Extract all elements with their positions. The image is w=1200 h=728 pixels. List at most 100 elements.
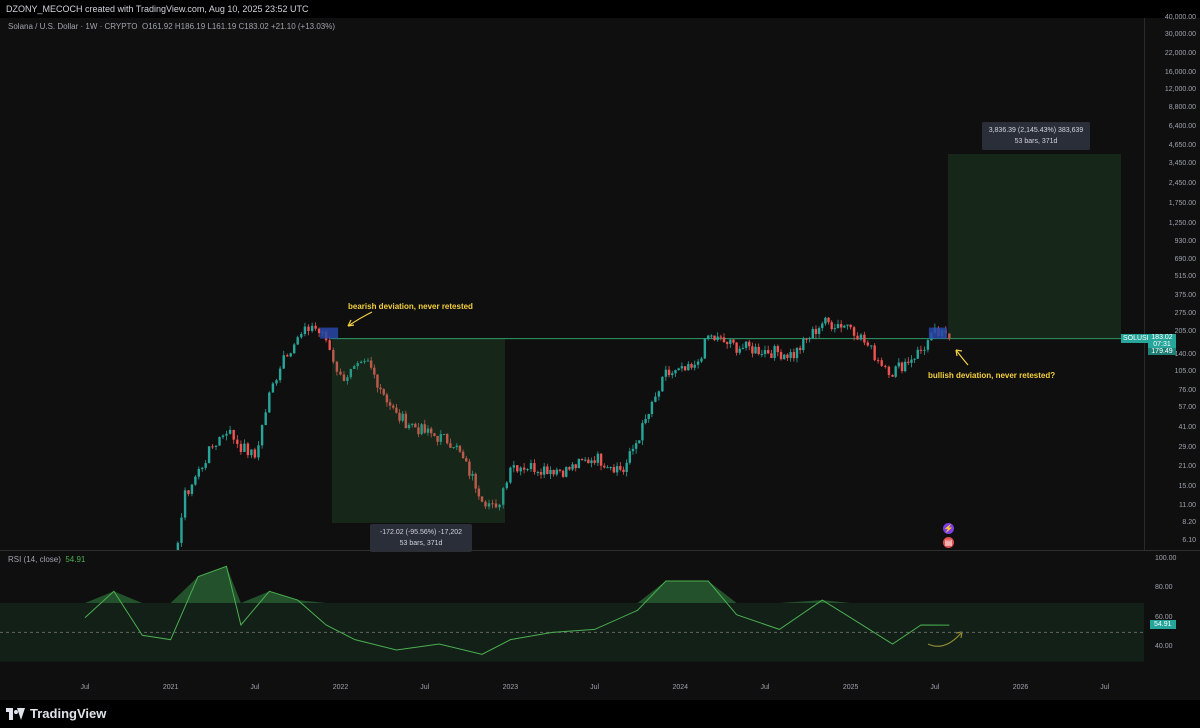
candle-body bbox=[690, 364, 693, 368]
candle-body bbox=[253, 449, 257, 458]
candle-body bbox=[332, 349, 335, 362]
bullish-arrowhead bbox=[955, 349, 963, 357]
candle-body bbox=[786, 354, 789, 358]
candle-body bbox=[619, 466, 622, 470]
lightning-icon[interactable]: ⚡ bbox=[943, 523, 954, 534]
candle-body bbox=[420, 424, 423, 435]
candle-body bbox=[634, 443, 638, 449]
flag-icon[interactable]: ▤ bbox=[943, 537, 954, 548]
rsi-tick: 80.00 bbox=[1155, 584, 1173, 592]
candle-body bbox=[555, 469, 558, 475]
candle-body bbox=[246, 443, 250, 456]
measure-up-label: 3,836.39 (2,145.43%) 383,639 53 bars, 37… bbox=[982, 122, 1090, 150]
candle-body bbox=[839, 324, 843, 328]
candle-body bbox=[342, 374, 346, 381]
candle-body bbox=[423, 424, 426, 433]
price-tick: 8,800.00 bbox=[1168, 104, 1196, 112]
ohlc-values: O161.92 H186.19 L161.19 C183.02 +21.10 (… bbox=[141, 22, 336, 31]
candle-body bbox=[671, 373, 674, 376]
candle-body bbox=[536, 471, 540, 473]
candle-body bbox=[870, 345, 873, 347]
price-tick: 1,250.00 bbox=[1168, 220, 1196, 228]
candle-body bbox=[808, 338, 811, 340]
candle-body bbox=[410, 423, 414, 425]
candle-body bbox=[587, 459, 590, 464]
candle-body bbox=[471, 473, 474, 476]
candle-body bbox=[657, 391, 661, 397]
candlestick-chart[interactable] bbox=[0, 18, 1144, 550]
candle-body bbox=[647, 414, 650, 419]
tradingview-logo[interactable]: TradingView bbox=[6, 706, 106, 721]
candle-body bbox=[533, 463, 536, 473]
candle-body bbox=[751, 346, 754, 354]
rsi-line bbox=[84, 565, 950, 655]
candle-body bbox=[401, 413, 404, 421]
candle-body bbox=[369, 360, 373, 368]
footer-bar bbox=[0, 700, 1200, 728]
candle-body bbox=[414, 423, 417, 428]
candle-body bbox=[183, 490, 187, 518]
candle-body bbox=[278, 368, 282, 381]
candle-body bbox=[519, 467, 522, 472]
candle-body bbox=[622, 469, 625, 472]
price-tick: 12,000.00 bbox=[1164, 85, 1196, 93]
candle-body bbox=[802, 338, 805, 351]
candle-body bbox=[789, 352, 792, 358]
candle-body bbox=[897, 362, 901, 367]
candle-body bbox=[546, 466, 549, 475]
measure-down-bars: 53 bars, 371d bbox=[399, 540, 443, 547]
rsi-chart[interactable] bbox=[0, 551, 1144, 679]
candle-body bbox=[218, 437, 221, 446]
rsi-value: 54.91 bbox=[65, 555, 86, 564]
candle-body bbox=[846, 324, 849, 326]
candle-body bbox=[433, 433, 436, 436]
time-tick: 2023 bbox=[502, 684, 519, 691]
candle-body bbox=[491, 503, 494, 505]
candle-body bbox=[522, 467, 526, 470]
rsi-curve-arrow bbox=[927, 631, 963, 647]
candle-body bbox=[767, 350, 770, 354]
candle-body bbox=[187, 490, 190, 494]
candle-body bbox=[719, 336, 723, 338]
candle-body bbox=[725, 342, 729, 344]
candle-body bbox=[526, 469, 529, 471]
main-chart-pane[interactable] bbox=[0, 18, 1145, 550]
candle-body bbox=[824, 317, 827, 324]
candle-body bbox=[814, 328, 818, 334]
candle-body bbox=[667, 369, 671, 376]
candle-body bbox=[683, 366, 687, 371]
candle-body bbox=[926, 340, 930, 350]
rsi-legend: RSI (14, close) 54.91 bbox=[8, 555, 85, 564]
candle-body bbox=[590, 460, 593, 464]
candle-body bbox=[700, 358, 703, 362]
time-tick: Jul bbox=[80, 684, 90, 691]
candle-body bbox=[693, 364, 696, 368]
rsi-label: RSI (14, close) bbox=[8, 555, 61, 564]
candle-body bbox=[366, 360, 370, 362]
candle-body bbox=[776, 346, 780, 353]
candle-body bbox=[703, 338, 707, 359]
last-price-tag: 183.02 07:31 179.49 bbox=[1148, 333, 1176, 355]
candle-body bbox=[558, 469, 562, 471]
price-axis[interactable]: 40,000.00 30,000.00 22,000.00 16,000.00 12,0… bbox=[1145, 14, 1200, 550]
price-tick: 11.00 bbox=[1179, 501, 1196, 509]
candle-body bbox=[827, 317, 830, 323]
candle-body bbox=[754, 346, 757, 354]
candle-body bbox=[866, 342, 870, 346]
measure-down-box[interactable] bbox=[332, 339, 505, 523]
price-tick: 29.00 bbox=[1178, 444, 1196, 452]
candle-body bbox=[664, 369, 668, 377]
bearish-annotation[interactable]: bearish deviation, never retested bbox=[348, 302, 473, 311]
pane-separator[interactable] bbox=[0, 550, 1200, 551]
candle-body bbox=[696, 361, 700, 365]
measure-up-box[interactable] bbox=[948, 154, 1121, 339]
candle-body bbox=[317, 328, 321, 334]
candle-body bbox=[314, 325, 317, 329]
candle-body bbox=[293, 344, 296, 354]
candle-body bbox=[264, 412, 267, 426]
time-tick: 2022 bbox=[332, 684, 349, 691]
candle-body bbox=[190, 484, 194, 494]
time-tick: Jul bbox=[590, 684, 600, 691]
last-price: 183.02 bbox=[1151, 333, 1173, 341]
bullish-annotation[interactable]: bullish deviation, never retested? bbox=[928, 371, 1056, 380]
